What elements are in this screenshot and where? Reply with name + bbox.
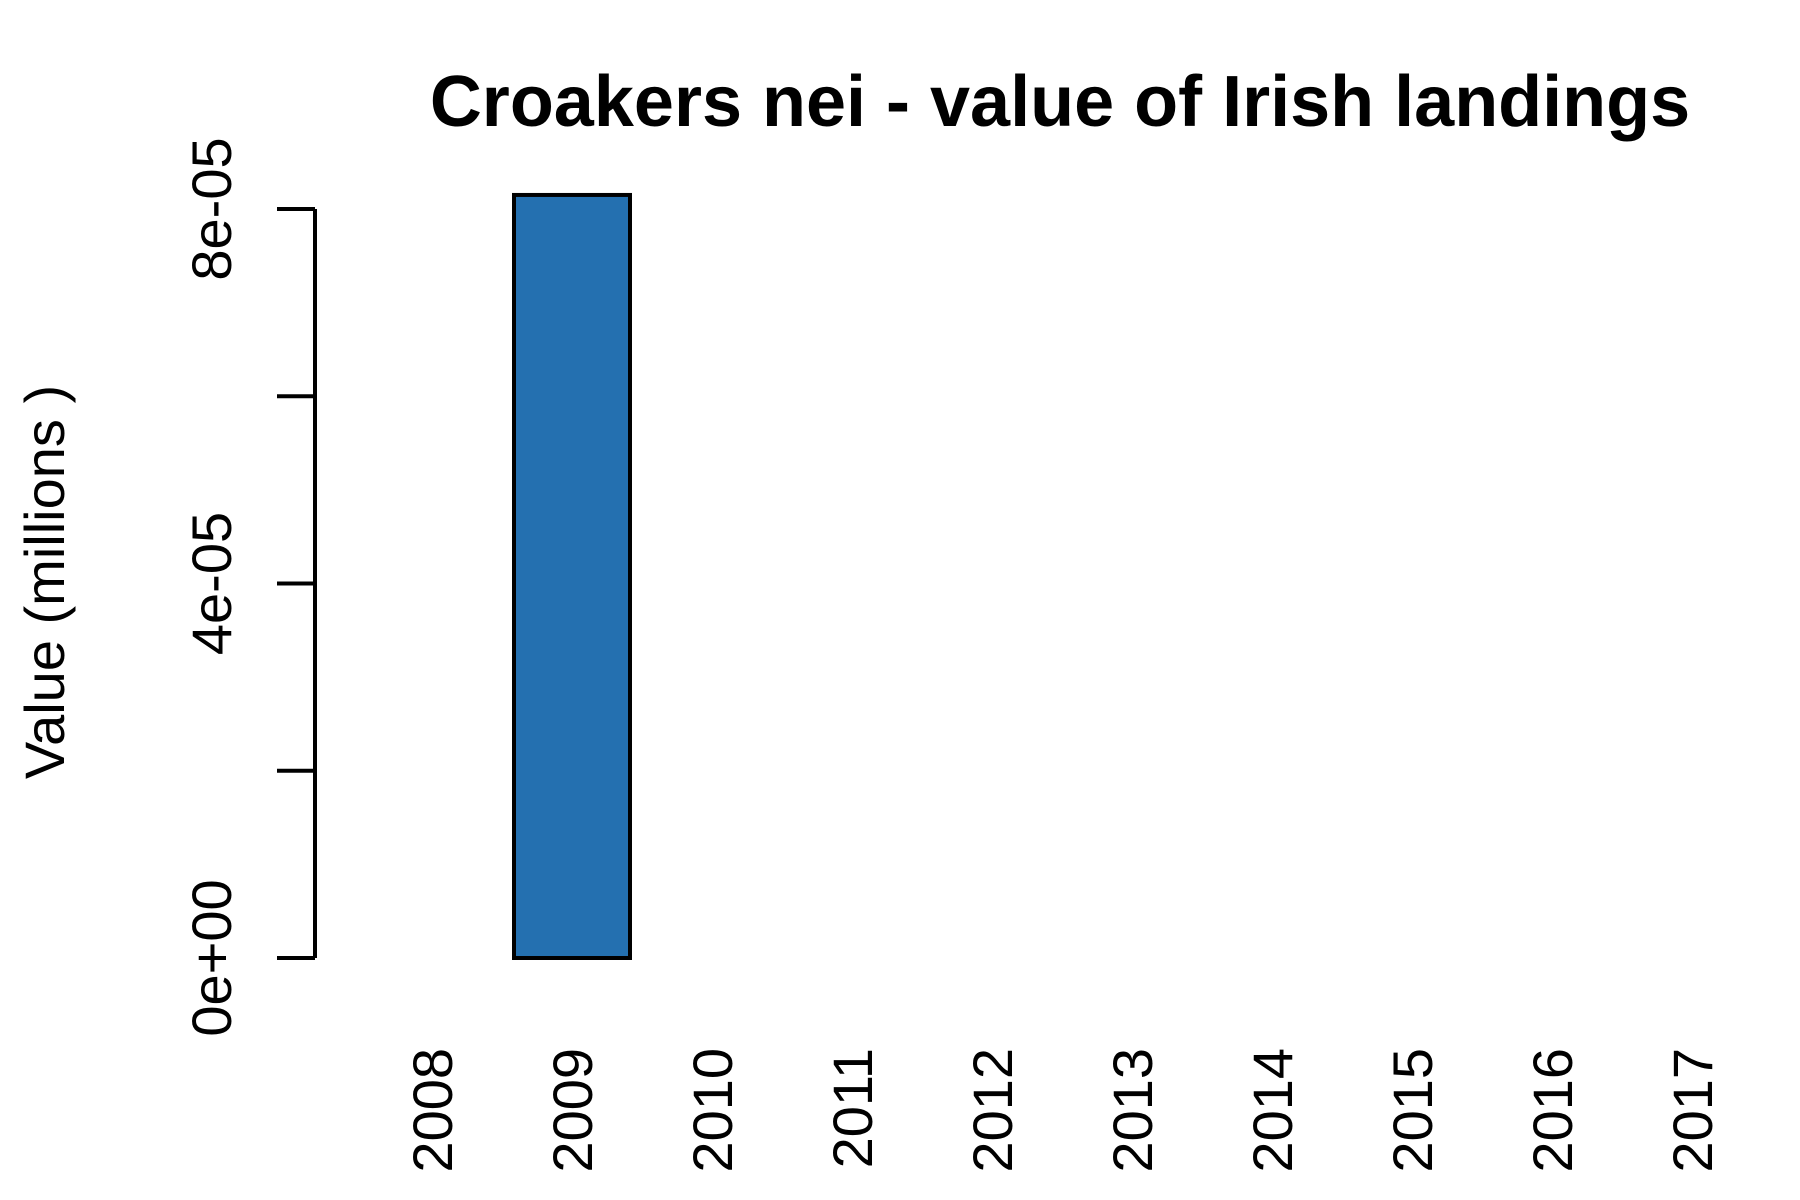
x-tick-label-2013: 2013	[1101, 1048, 1164, 1173]
x-tick-label-2012: 2012	[961, 1048, 1024, 1173]
y-tick-label: 0e+00	[180, 879, 243, 1036]
x-tick-label-2015: 2015	[1381, 1048, 1444, 1173]
x-tick-label-2016: 2016	[1521, 1048, 1584, 1173]
y-tick-label: 8e-05	[180, 137, 243, 280]
x-tick-label-2011: 2011	[821, 1048, 884, 1168]
x-tick-label-2010: 2010	[681, 1048, 744, 1173]
y-axis-label: Value (millions )	[13, 385, 76, 779]
bar-2009	[512, 192, 632, 961]
y-tick-label: 4e-05	[180, 512, 243, 655]
x-tick-label-2009: 2009	[541, 1048, 604, 1173]
bars	[512, 192, 632, 961]
x-axis-labels: 2008 2009 2010 2011 2012 2013 2014 2015 2016 2017	[401, 1048, 1724, 1173]
x-tick-label-2017: 2017	[1661, 1048, 1724, 1173]
chart-title: Croakers nei - value of Irish landings	[430, 62, 1690, 142]
y-axis: 0e+00 4e-05 8e-05	[180, 137, 317, 1037]
x-tick-label-2008: 2008	[401, 1048, 464, 1173]
x-tick-label-2014: 2014	[1241, 1048, 1304, 1173]
